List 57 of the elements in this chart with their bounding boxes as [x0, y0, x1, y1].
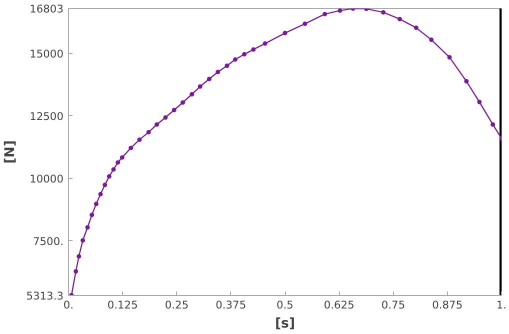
y-tick-label: 15000: [30, 48, 64, 61]
point: [154, 122, 160, 127]
point: [232, 57, 238, 62]
point: [381, 10, 386, 15]
x-tick-label: 1.: [496, 298, 507, 312]
point: [120, 155, 124, 160]
point: [128, 146, 134, 150]
x-tick-label: 0.5: [276, 298, 294, 312]
point: [98, 192, 103, 196]
y-tick-label: 12500: [30, 110, 64, 123]
point: [106, 174, 112, 179]
point: [102, 182, 108, 188]
point: [282, 30, 288, 36]
point: [429, 38, 434, 42]
point: [216, 70, 220, 74]
point: [180, 100, 186, 105]
point: [172, 108, 176, 112]
y-tick-label: 7500.: [32, 234, 64, 248]
point: [251, 47, 256, 52]
point: [206, 76, 212, 82]
point: [302, 22, 308, 26]
point: [414, 26, 418, 30]
point: [111, 167, 116, 172]
point: [242, 52, 247, 57]
point: [146, 130, 151, 134]
point: [163, 115, 168, 120]
point: [76, 254, 82, 259]
point: [74, 269, 78, 274]
point: [464, 79, 469, 84]
x-tick-label: 0.375: [216, 298, 246, 312]
y-tick-label: 10000: [30, 172, 64, 186]
point: [190, 92, 194, 96]
point: [322, 12, 328, 16]
x-tick-label: 0.625: [324, 298, 354, 312]
y-axis-title: [N]: [3, 140, 18, 164]
point: [80, 238, 86, 243]
point: [397, 16, 402, 22]
point: [90, 212, 94, 218]
x-tick-label: 0.875: [432, 298, 463, 312]
point: [224, 64, 230, 68]
x-tick-label: 0.25: [164, 298, 189, 312]
point: [137, 137, 142, 142]
y-tick-label: 5313.3: [26, 290, 64, 302]
y-tick-label: 16803: [30, 2, 64, 16]
x-tick-label: 0.: [63, 298, 74, 312]
point: [447, 55, 452, 60]
point: [198, 84, 202, 89]
point: [85, 225, 90, 230]
point: [94, 202, 98, 206]
point: [338, 8, 342, 13]
point: [116, 160, 120, 165]
x-tick-label: 0.75: [381, 298, 406, 312]
point: [262, 41, 268, 46]
point: [477, 100, 482, 104]
x-axis-title: [s]: [274, 316, 296, 332]
x-tick-label: 0.125: [107, 298, 138, 312]
point: [490, 122, 496, 127]
